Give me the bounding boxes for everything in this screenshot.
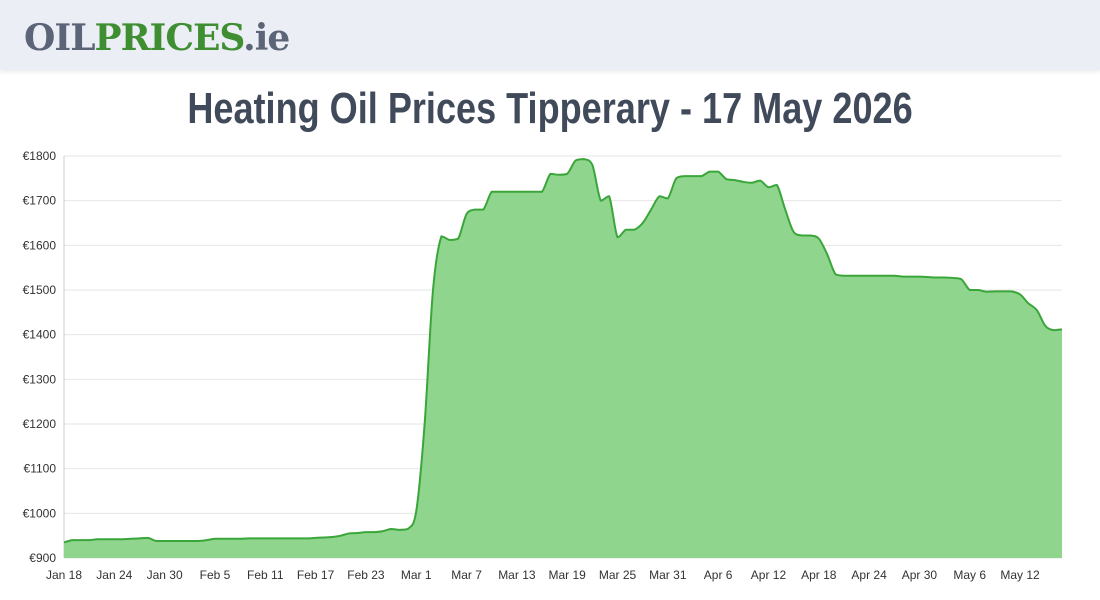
x-tick-label: Feb 11 bbox=[247, 568, 284, 582]
y-axis: €900 €1000 €1100 €1200 €1300 €1400 €1500 €1600 €… bbox=[23, 149, 57, 565]
x-tick-label: Apr 30 bbox=[902, 568, 938, 582]
price-area-fill bbox=[64, 159, 1062, 558]
y-tick-label: €1800 bbox=[23, 149, 57, 163]
site-logo[interactable]: OILPRICES.ie bbox=[24, 14, 290, 62]
price-line bbox=[63, 158, 1063, 544]
x-tick-label: Mar 1 bbox=[401, 568, 432, 582]
x-tick-label: Jan 30 bbox=[147, 568, 183, 582]
x-tick-label: Mar 25 bbox=[599, 568, 637, 582]
y-tick-label: €1300 bbox=[23, 372, 57, 386]
x-tick-label: Feb 23 bbox=[347, 568, 385, 582]
x-tick-label: Mar 7 bbox=[451, 568, 482, 582]
y-tick-label: €1600 bbox=[23, 238, 57, 252]
x-tick-label: Apr 18 bbox=[801, 568, 837, 582]
y-tick-label: €1000 bbox=[23, 506, 57, 520]
x-axis: Jan 18 Jan 24 Jan 30 Feb 5 Feb 11 Feb 17 Feb 2… bbox=[46, 568, 1040, 582]
x-tick-label: Apr 24 bbox=[851, 568, 887, 582]
logo-text-oil: OIL bbox=[24, 17, 96, 59]
x-tick-label: Apr 6 bbox=[704, 568, 733, 582]
x-tick-label: Mar 19 bbox=[549, 568, 587, 582]
chart-title: Heating Oil Prices Tipperary - 17 May 20… bbox=[187, 84, 913, 133]
y-tick-label: €1200 bbox=[23, 417, 57, 431]
x-tick-label: Jan 18 bbox=[46, 568, 82, 582]
x-tick-label: Apr 12 bbox=[751, 568, 787, 582]
site-header: OILPRICES.ie bbox=[0, 0, 1100, 70]
y-tick-label: €900 bbox=[29, 551, 56, 565]
x-tick-label: Jan 24 bbox=[96, 568, 132, 582]
x-tick-label: Feb 17 bbox=[297, 568, 335, 582]
x-tick-label: May 12 bbox=[1000, 568, 1040, 582]
y-tick-label: €1700 bbox=[23, 194, 57, 208]
x-tick-label: Feb 5 bbox=[200, 568, 231, 582]
y-tick-label: €1500 bbox=[23, 283, 57, 297]
x-tick-label: Mar 13 bbox=[498, 568, 536, 582]
x-tick-label: Mar 31 bbox=[649, 568, 687, 582]
x-tick-label: May 6 bbox=[953, 568, 986, 582]
y-tick-label: €1400 bbox=[23, 328, 57, 342]
y-tick-label: €1100 bbox=[24, 462, 57, 476]
logo-text-prices: PRICES bbox=[94, 17, 245, 59]
logo-text-ie: .ie bbox=[243, 17, 290, 59]
